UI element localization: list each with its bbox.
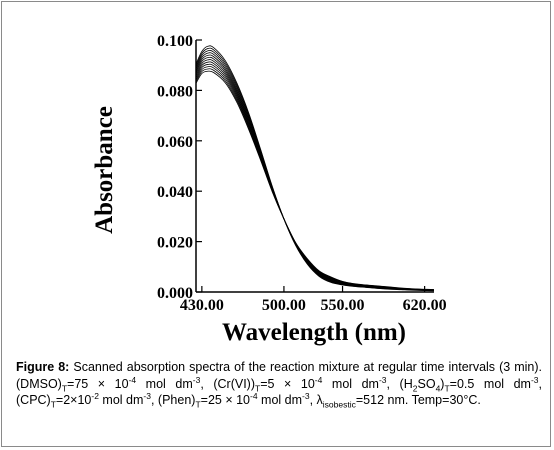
x-tick-label: 550.00: [321, 297, 365, 314]
y-tick-label: 0.060: [157, 134, 193, 151]
caption-subscript: T: [50, 399, 56, 410]
caption-subscript: T: [444, 383, 450, 393]
caption-superscript: -3: [192, 374, 201, 385]
spectrum-curve-9: [195, 63, 435, 291]
caption-text: mol dm: [322, 376, 379, 391]
plot-axes: [195, 40, 434, 293]
caption-text: =5 × 10: [260, 376, 315, 391]
caption-superscript: -4: [128, 374, 137, 385]
caption-text: mol dm: [257, 393, 303, 407]
x-axis-title: Wavelength (nm): [222, 319, 406, 346]
x-tick-label: 500.00: [262, 297, 306, 314]
caption-text: , (Phen): [150, 393, 196, 407]
caption-superscript: -3: [302, 390, 310, 401]
caption-subscript: T: [255, 383, 261, 393]
caption-superscript: -3: [378, 374, 387, 385]
y-tick-label: 0.000: [157, 285, 193, 302]
x-tick-label: 620.00: [403, 297, 447, 314]
caption-subscript: 4: [435, 383, 441, 393]
caption-subscript: T: [61, 383, 68, 393]
caption-text: =0.5 mol dm: [449, 376, 531, 391]
y-axis-ticks: 0.000 0.020 0.040 0.060 0.080 0.100: [157, 33, 202, 302]
caption-superscript: -2: [91, 390, 99, 401]
spectrum-curve-11: [195, 68, 435, 291]
spectra-curves: [195, 45, 435, 292]
caption-text: =512 nm. Temp=30°C.: [355, 393, 481, 407]
caption-superscript: -3: [530, 374, 539, 385]
caption-text: , (Cr(VI)): [200, 376, 255, 391]
spectrum-curve-7: [195, 59, 435, 291]
x-axis-ticks: 430.00 500.00 550.00 620.00: [180, 286, 447, 314]
caption-text: mol dm: [98, 393, 144, 407]
caption-text: =75 × 10: [67, 376, 129, 391]
caption-subscript: T: [195, 399, 201, 410]
figure-caption: Figure 8: Scanned absorption spectra of …: [16, 359, 542, 409]
caption-text: SO: [417, 376, 436, 391]
caption-superscript: -3: [143, 390, 151, 401]
caption-text: ): [440, 376, 445, 391]
x-tick-label: 430.00: [180, 297, 224, 314]
absorption-spectra-chart: 0.000 0.020 0.040 0.060 0.080 0.100 430.00 500…: [91, 33, 447, 346]
spectrum-curve-8: [195, 61, 435, 291]
figure-label: Figure 8:: [16, 360, 70, 374]
caption-subscript: isobestic: [322, 399, 356, 410]
y-tick-label: 0.100: [157, 33, 193, 50]
spectrum-curve-10: [195, 66, 435, 291]
caption-text: , (H: [386, 376, 413, 391]
y-tick-label: 0.040: [157, 184, 193, 201]
caption-subscript: 2: [412, 383, 418, 393]
caption-superscript: -4: [250, 390, 258, 401]
y-tick-label: 0.080: [157, 83, 193, 100]
caption-text: Scanned absorption spectra of the reacti…: [16, 360, 542, 391]
caption-text: mol dm: [136, 376, 193, 391]
spectrum-curve-12: [195, 70, 435, 290]
caption-text: =25 × 10: [200, 393, 250, 407]
y-axis-title: Absorbance: [91, 106, 118, 234]
caption-text: =2×10: [55, 393, 92, 407]
caption-text: , λ: [309, 393, 323, 407]
caption-text: , (CPC): [16, 376, 543, 408]
y-tick-label: 0.020: [157, 235, 193, 252]
caption-superscript: -4: [314, 374, 323, 385]
